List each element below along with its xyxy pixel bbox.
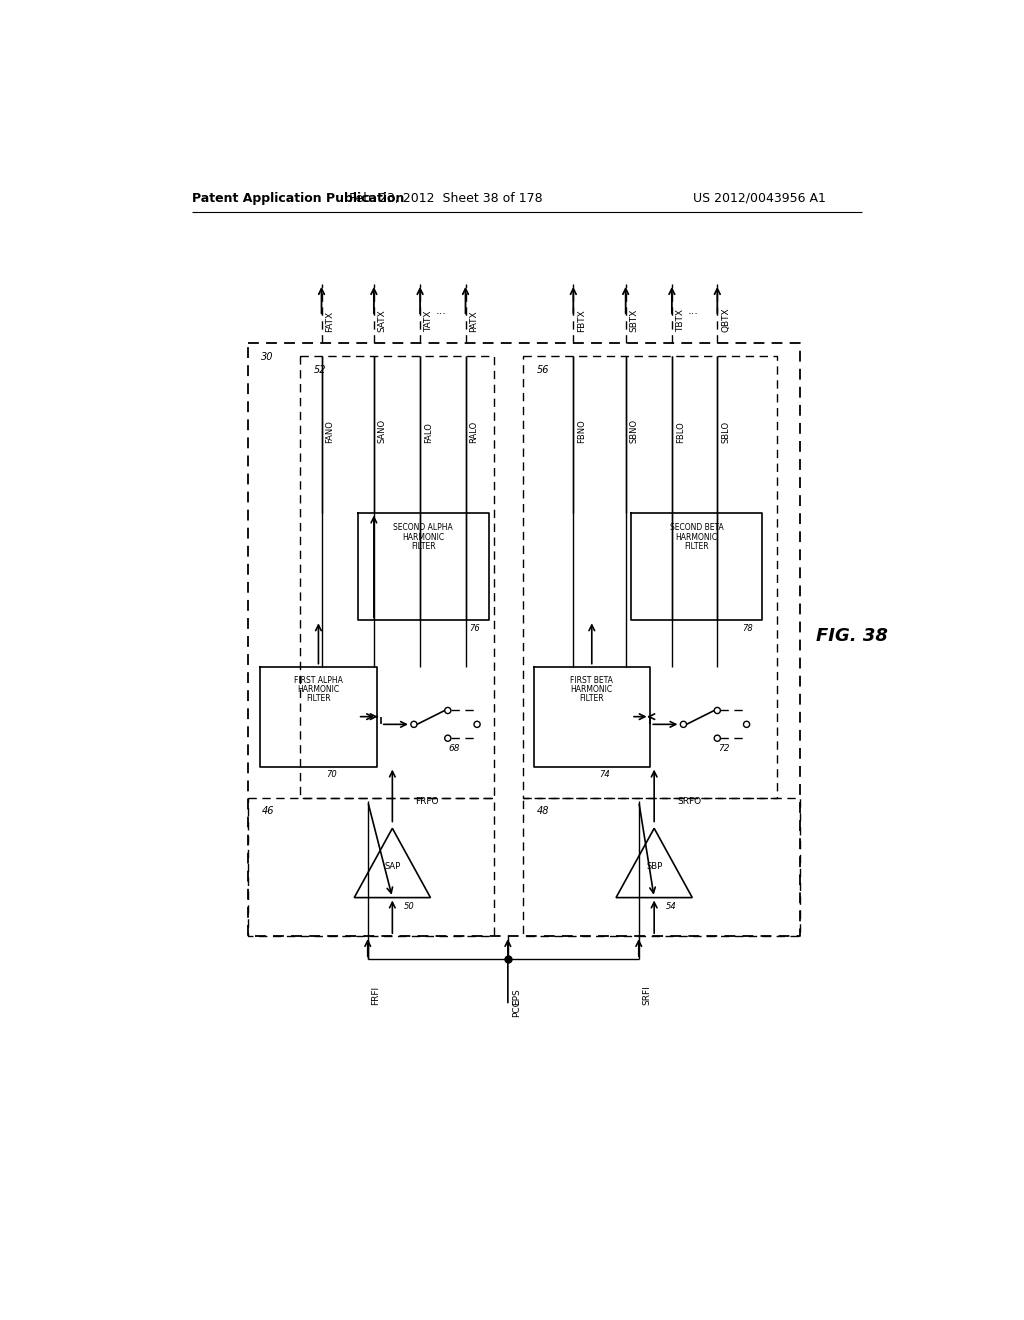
Text: Patent Application Publication: Patent Application Publication	[193, 191, 404, 205]
Text: 54: 54	[666, 903, 677, 911]
Text: FRFI: FRFI	[372, 986, 381, 1006]
Text: FIRST ALPHA: FIRST ALPHA	[294, 676, 343, 685]
Text: FBLO: FBLO	[676, 421, 685, 444]
Text: PCC: PCC	[512, 999, 521, 1016]
Text: FALO: FALO	[424, 422, 433, 444]
Text: SATX: SATX	[378, 309, 387, 331]
Text: HARMONIC: HARMONIC	[676, 533, 718, 541]
Text: HARMONIC: HARMONIC	[402, 533, 444, 541]
Text: 70: 70	[326, 770, 337, 779]
Text: SANO: SANO	[378, 420, 387, 444]
Text: FILTER: FILTER	[306, 694, 331, 704]
Text: TATX: TATX	[424, 310, 433, 331]
Text: HARMONIC: HARMONIC	[297, 685, 340, 694]
Text: 30: 30	[261, 352, 274, 362]
Text: US 2012/0043956 A1: US 2012/0043956 A1	[692, 191, 825, 205]
Text: FIG. 38: FIG. 38	[816, 627, 888, 644]
Text: 48: 48	[538, 807, 550, 816]
Text: SBTX: SBTX	[630, 309, 639, 331]
Text: 74: 74	[599, 770, 610, 779]
Text: SRFI: SRFI	[643, 986, 651, 1006]
Text: 72: 72	[718, 744, 729, 754]
Text: SECOND BETA: SECOND BETA	[670, 524, 723, 532]
Text: Feb. 23, 2012  Sheet 38 of 178: Feb. 23, 2012 Sheet 38 of 178	[349, 191, 543, 205]
Text: EPS: EPS	[512, 989, 521, 1006]
Text: RALO: RALO	[469, 421, 478, 444]
Text: FILTER: FILTER	[684, 543, 709, 550]
Text: 68: 68	[449, 744, 460, 754]
Text: SECOND ALPHA: SECOND ALPHA	[393, 524, 453, 532]
Text: QBTX: QBTX	[721, 308, 730, 331]
Text: SAP: SAP	[384, 862, 400, 871]
Text: TBTX: TBTX	[676, 309, 685, 331]
Text: FRFO: FRFO	[416, 797, 439, 805]
Text: FBNO: FBNO	[578, 420, 586, 444]
Text: FBTX: FBTX	[578, 309, 586, 331]
Text: SBP: SBP	[646, 862, 663, 871]
Text: FILTER: FILTER	[411, 543, 435, 550]
Text: FIRST BETA: FIRST BETA	[570, 676, 613, 685]
Text: SRFO: SRFO	[677, 797, 701, 805]
Text: SBLO: SBLO	[721, 421, 730, 444]
Text: FATX: FATX	[326, 310, 335, 331]
Text: 56: 56	[538, 366, 550, 375]
Text: 78: 78	[742, 623, 754, 632]
Text: FANO: FANO	[326, 421, 335, 444]
Text: SBNO: SBNO	[630, 420, 639, 444]
Text: HARMONIC: HARMONIC	[570, 685, 612, 694]
Text: 46: 46	[261, 807, 274, 816]
Text: ...: ...	[436, 306, 447, 315]
Text: PATX: PATX	[469, 310, 478, 331]
Text: ...: ...	[688, 306, 698, 315]
Text: 50: 50	[403, 903, 415, 911]
Text: FILTER: FILTER	[580, 694, 604, 704]
Text: 52: 52	[313, 366, 327, 375]
Text: 76: 76	[469, 623, 480, 632]
